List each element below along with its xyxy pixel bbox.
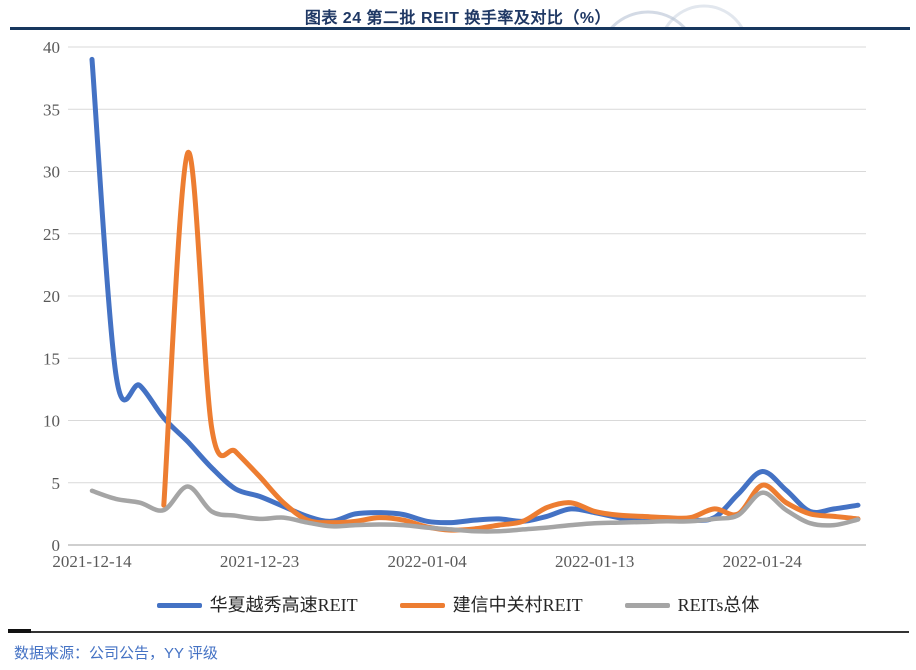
chart-legend: 华夏越秀高速REIT 建信中关村REIT REITs总体	[0, 593, 916, 617]
footer-rule	[8, 631, 909, 633]
legend-item-jianxin: 建信中关村REIT	[399, 595, 583, 615]
legend-swatch-huaxia	[156, 602, 202, 608]
svg-text:40: 40	[43, 38, 60, 57]
legend-label-huaxia: 华夏越秀高速REIT	[209, 595, 358, 615]
footer-rule-tick	[8, 629, 31, 633]
legend-label-jianxin: 建信中关村REIT	[452, 595, 583, 615]
svg-text:2021-12-23: 2021-12-23	[220, 552, 299, 571]
svg-text:15: 15	[43, 349, 60, 368]
svg-text:10: 10	[43, 412, 60, 431]
title-rule	[10, 27, 910, 30]
svg-text:2021-12-14: 2021-12-14	[52, 552, 132, 571]
svg-text:35: 35	[43, 100, 60, 119]
svg-text:2022-01-13: 2022-01-13	[555, 552, 634, 571]
chart-title: 图表 24 第二批 REIT 换手率及对比（%）	[304, 10, 612, 27]
legend-swatch-reits-total	[624, 602, 670, 608]
legend-item-huaxia: 华夏越秀高速REIT	[156, 595, 358, 615]
legend-swatch-jianxin	[399, 602, 445, 608]
svg-text:20: 20	[43, 287, 60, 306]
svg-text:2022-01-04: 2022-01-04	[387, 552, 467, 571]
legend-label-reits-total: REITs总体	[677, 595, 760, 615]
legend-item-reits-total: REITs总体	[624, 595, 760, 615]
svg-text:30: 30	[43, 163, 60, 182]
svg-text:5: 5	[52, 474, 61, 493]
svg-text:0: 0	[52, 536, 61, 555]
source-note: 数据来源：公司公告，YY 评级	[14, 645, 218, 662]
svg-text:2022-01-24: 2022-01-24	[723, 552, 803, 571]
svg-text:25: 25	[43, 225, 60, 244]
